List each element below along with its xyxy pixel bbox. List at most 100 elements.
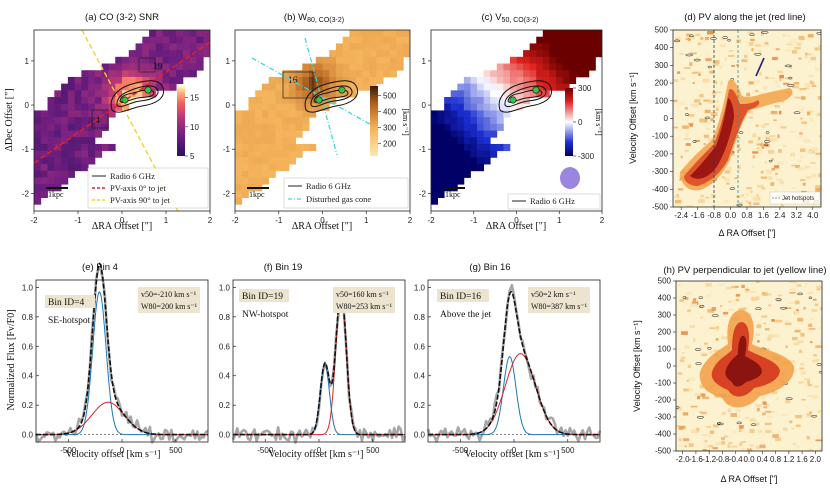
map-pixel	[34, 177, 42, 185]
map-pixel	[115, 103, 123, 111]
pv-noise	[681, 352, 685, 354]
map-pixel	[463, 117, 471, 125]
radio-contours	[110, 80, 165, 113]
map-pixel	[549, 83, 557, 91]
map-pixel	[575, 63, 583, 71]
y-tick-label: -2	[419, 189, 427, 198]
map-pixel	[542, 43, 550, 51]
y-tick-label: -2	[223, 189, 231, 198]
map-pixel	[54, 150, 62, 158]
map-pixel	[34, 150, 42, 158]
panel-a-legend: Radio 6 GHz PV-axis 0° to jet PV-axis 90…	[87, 167, 209, 209]
pv-noise	[794, 310, 799, 315]
pv-noise	[737, 416, 740, 419]
map-pixel	[470, 123, 478, 131]
map-pixel	[536, 63, 544, 71]
map-pixel	[562, 70, 570, 78]
pv-noise	[726, 182, 730, 185]
map-pixel	[549, 30, 557, 38]
pv-noise	[783, 144, 787, 147]
pv-noise	[689, 124, 693, 127]
pv-noise	[725, 286, 732, 290]
y-tick-label: -300	[655, 413, 672, 422]
pv-noise	[814, 303, 819, 306]
pv-noise	[776, 178, 782, 181]
pv-noise	[679, 299, 685, 302]
map-pixel	[248, 150, 256, 158]
map-pixel	[437, 150, 445, 158]
pv-noise	[785, 345, 788, 349]
map-pixel	[81, 143, 89, 152]
panel-e-bin-id: Bin ID=4	[48, 298, 84, 308]
map-pixel	[88, 97, 96, 105]
map-pixel	[135, 76, 143, 85]
map-pixel	[437, 184, 445, 192]
pv-noise	[799, 148, 806, 152]
pv-noise	[819, 340, 822, 345]
map-pixel	[509, 63, 517, 71]
panel-g-v50: v50=2 km s⁻¹	[531, 290, 576, 299]
map-pixel	[74, 103, 82, 111]
map-pixel	[88, 70, 96, 78]
pv-noise-contour	[808, 296, 813, 300]
pv-noise	[721, 437, 725, 441]
x-tick-label: 500	[366, 446, 380, 455]
panel-b-legend: Radio 6 GHz Disturbed gas cone	[283, 177, 409, 209]
map-pixel	[155, 83, 164, 91]
map-pixel	[268, 150, 276, 158]
panel-d-legend: Jet hotspots	[769, 191, 821, 205]
pv-noise-contour	[717, 422, 721, 425]
pv-noise	[815, 345, 822, 348]
pv-noise	[718, 284, 725, 286]
pv-noise	[702, 449, 707, 451]
pv-noise	[780, 204, 784, 207]
pv-noise	[678, 444, 684, 447]
map-pixel	[47, 130, 55, 138]
pv-noise	[765, 291, 768, 296]
pv-noise	[775, 172, 778, 175]
map-pixel	[376, 76, 384, 85]
map-pixel	[169, 83, 177, 91]
map-pixel	[529, 76, 537, 85]
map-pixel	[322, 63, 330, 71]
panel-c-title: (c) V50, CO(3-2)	[481, 12, 538, 24]
pv-noise	[738, 308, 746, 311]
map-pixel	[549, 56, 557, 64]
pv-noise-contour	[763, 140, 771, 143]
map-pixel	[81, 103, 89, 111]
pv-noise	[715, 443, 718, 447]
pv-noise	[701, 353, 708, 356]
map-pixel	[40, 143, 48, 152]
map-pixel	[288, 70, 296, 78]
pv-noise	[705, 58, 712, 62]
x-tick-label: 500	[561, 446, 575, 455]
pv-noise	[805, 176, 812, 179]
map-pixel	[490, 76, 498, 85]
pv-noise	[793, 38, 797, 43]
y-tick-label: 1.0	[219, 283, 231, 292]
map-pixel	[295, 70, 303, 78]
map-pixel	[176, 30, 184, 38]
map-pixel	[94, 70, 103, 78]
map-pixel	[383, 50, 391, 58]
map-pixel	[555, 36, 563, 44]
panel-d-axes: -2.4 -1.6 -0.8 0.0 0.8 1.6 2.4 3.2 4.05004003002…	[652, 26, 819, 221]
total-fit	[233, 289, 405, 436]
map-pixel	[81, 90, 89, 98]
map-pixel	[562, 63, 570, 71]
map-pixel	[383, 36, 391, 44]
pv-noise	[761, 396, 766, 399]
map-pixel	[162, 70, 170, 78]
map-pixel	[54, 170, 62, 178]
hotspot-nw-marker	[144, 86, 152, 94]
map-pixel	[444, 130, 452, 138]
pv-noise	[793, 81, 800, 85]
map-pixel	[142, 43, 150, 51]
map-pixel	[309, 83, 317, 91]
map-pixel	[529, 56, 537, 64]
panel-a-ylabel: ΔDec Offset ["]	[4, 88, 15, 151]
pv-noise	[749, 444, 754, 447]
y-tick-label: 0	[25, 101, 30, 110]
